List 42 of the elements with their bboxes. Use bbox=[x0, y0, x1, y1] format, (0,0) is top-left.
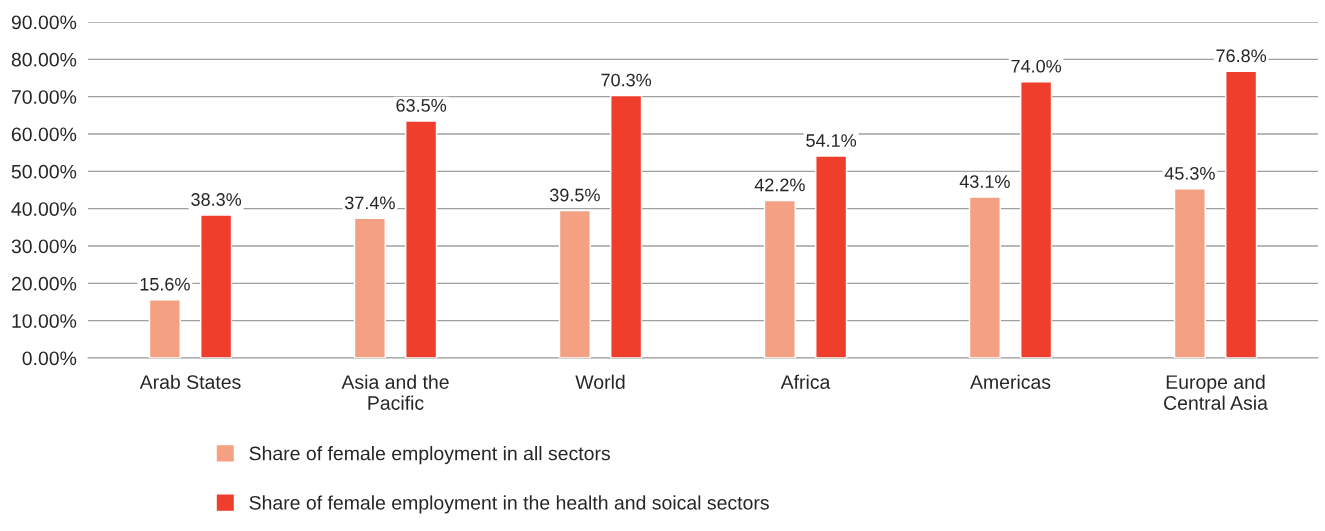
bar bbox=[968, 196, 1001, 358]
data-label: 43.1% bbox=[959, 175, 1010, 188]
bar bbox=[610, 94, 643, 358]
data-label: 42.2% bbox=[754, 178, 805, 192]
y-tick-label: 40.00% bbox=[11, 202, 77, 216]
bar bbox=[763, 199, 796, 358]
bar bbox=[148, 299, 181, 358]
data-label: 37.4% bbox=[344, 196, 395, 210]
x-tick-label: World bbox=[575, 374, 625, 389]
bar bbox=[405, 120, 438, 358]
x-tick-label: Asia and the Pacific bbox=[341, 374, 449, 410]
bar bbox=[1173, 188, 1206, 358]
data-label: 54.1% bbox=[806, 134, 857, 147]
y-tick-label: 10.00% bbox=[12, 314, 77, 328]
y-tick-label: 80.00% bbox=[11, 52, 77, 67]
bar bbox=[1225, 70, 1258, 358]
bar bbox=[200, 214, 233, 358]
bar bbox=[558, 209, 591, 358]
bar bbox=[353, 217, 386, 358]
y-tick-label: 20.00% bbox=[11, 276, 77, 291]
legend-label: Share of female employment in the health and soical sectors bbox=[249, 495, 769, 514]
data-label: 45.3% bbox=[1164, 166, 1215, 180]
y-tick-label: 70.00% bbox=[11, 90, 77, 104]
data-label: 39.5% bbox=[549, 188, 600, 202]
y-tick-label: 50.00% bbox=[11, 164, 77, 179]
y-tick-label: 90.00% bbox=[11, 15, 77, 30]
bar bbox=[1020, 81, 1053, 358]
legend-label: Share of female employment in all sectors bbox=[249, 446, 610, 465]
y-tick-label: 0.00% bbox=[22, 351, 77, 366]
x-tick-label: Arab States bbox=[139, 374, 241, 389]
data-label: 70.3% bbox=[601, 73, 652, 87]
data-label: 63.5% bbox=[396, 99, 447, 112]
y-tick-label: 30.00% bbox=[11, 239, 77, 254]
x-tick-label: Africa bbox=[780, 374, 831, 389]
x-tick-label: Europe and Central Asia bbox=[1164, 374, 1268, 410]
x-tick-label: Americas bbox=[970, 374, 1051, 389]
data-label: 15.6% bbox=[140, 277, 190, 291]
data-label: 76.8% bbox=[1216, 49, 1267, 63]
data-label: 38.3% bbox=[191, 193, 242, 206]
y-tick-label: 60.00% bbox=[11, 127, 77, 142]
bar bbox=[815, 155, 848, 358]
data-label: 74.0% bbox=[1011, 59, 1062, 73]
